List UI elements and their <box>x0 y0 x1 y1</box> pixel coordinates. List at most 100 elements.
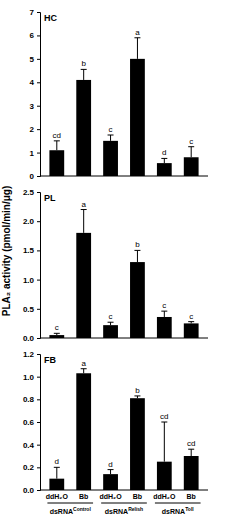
y-tick-label: 1.0 <box>23 373 35 382</box>
panel-title: HC <box>44 13 57 23</box>
error-bar <box>134 396 140 398</box>
bar <box>49 479 64 490</box>
y-tick: 2.5 <box>23 188 40 197</box>
error-cap <box>188 449 194 450</box>
y-tick: 1.0 <box>23 373 40 382</box>
error-cap <box>108 469 114 470</box>
y-tick: 0.8 <box>23 395 40 404</box>
error-stem <box>56 141 57 150</box>
bar <box>184 323 199 338</box>
bar <box>157 462 172 490</box>
significance-letter: b <box>135 240 140 249</box>
y-tick-label: 2 <box>30 125 35 134</box>
significance-letter: c <box>109 125 113 134</box>
x-tick: Bb <box>187 490 196 500</box>
error-bar <box>81 69 87 80</box>
x-tick-label: ddH₂O <box>153 493 176 500</box>
significance-letter: d <box>55 457 59 466</box>
group-label-text: dsRNA <box>50 508 73 515</box>
panel: 0.00.20.40.60.81.01.2FBdadbcdcdddH₂OBbdd… <box>23 350 208 515</box>
panel-title: PL <box>44 193 56 203</box>
error-stem <box>110 135 111 141</box>
x-tick-label: ddH₂O <box>99 493 122 500</box>
x-tick: ddH₂O <box>99 490 122 500</box>
group-label-superscript: Control <box>73 506 91 512</box>
x-tick: Bb <box>79 490 88 500</box>
error-bar <box>188 147 194 158</box>
error-cap <box>134 250 140 251</box>
error-stem <box>137 250 138 262</box>
y-tick-label: 4 <box>30 78 35 87</box>
significance-letter: cd <box>53 131 61 140</box>
y-tick-label: 3 <box>30 102 35 111</box>
bar <box>49 335 64 338</box>
error-bar <box>161 422 167 462</box>
y-tick-mark <box>37 35 40 36</box>
y-tick: 4 <box>30 78 40 87</box>
y-tick-mark <box>37 399 40 400</box>
x-axis-line <box>40 176 208 177</box>
y-tick-mark <box>37 129 40 130</box>
bar <box>157 317 172 338</box>
plot-area <box>49 38 198 176</box>
error-bar <box>161 158 167 163</box>
error-cap <box>81 368 87 369</box>
error-cap <box>54 467 60 468</box>
error-bar <box>54 141 60 150</box>
y-tick-label: 0.4 <box>23 441 35 450</box>
y-tick-mark <box>37 12 40 13</box>
error-bar <box>134 250 140 262</box>
significance-letter: c <box>162 301 166 310</box>
significance-letter: a <box>135 28 140 37</box>
error-stem <box>191 449 192 456</box>
y-axis-line <box>37 13 41 177</box>
panel: 01234567HCcdbcadc <box>30 8 208 181</box>
y-tick-mark <box>37 192 40 193</box>
bar <box>130 398 145 490</box>
y-tick: 0.2 <box>23 463 40 472</box>
error-cap <box>108 322 114 323</box>
y-tick-label: 1.2 <box>23 350 35 359</box>
x-tick: Bb <box>133 490 142 500</box>
bar <box>103 141 118 176</box>
y-tick-label: 0.0 <box>23 334 35 343</box>
y-axis-line <box>37 355 41 491</box>
error-bar <box>188 449 194 456</box>
significance-letter: a <box>81 359 86 368</box>
y-tick: 0.0 <box>23 334 40 343</box>
bar <box>76 80 91 176</box>
panel: 0.00.51.01.52.02.5PLcacbccPLA₂ activity … <box>1 186 208 343</box>
error-cap <box>188 146 194 147</box>
bar <box>76 233 91 338</box>
group-label-text: dsRNA <box>105 508 128 515</box>
y-axis: 0.0 0.2 0.4 0.6 0.8 1.0 1.2 <box>23 350 41 495</box>
error-cap <box>81 69 87 70</box>
y-tick: 0.6 <box>23 418 40 427</box>
y-tick: 0.4 <box>23 441 40 450</box>
error-cap <box>81 209 87 210</box>
error-stem <box>83 69 84 80</box>
y-tick: 0.5 <box>23 305 40 314</box>
y-tick-mark <box>37 221 40 222</box>
significance-letter: cd <box>187 439 195 448</box>
y-axis: 0.00.51.01.52.02.5 <box>23 188 41 343</box>
group-line <box>155 503 201 504</box>
y-tick-label: 0.8 <box>23 395 35 404</box>
y-tick-mark <box>37 176 40 177</box>
y-tick-label: 0.0 <box>23 486 35 495</box>
error-stem <box>164 422 165 462</box>
y-tick-mark <box>37 309 40 310</box>
significance-letter: c <box>189 312 193 321</box>
group-line <box>47 503 93 504</box>
x-axis-line <box>40 338 208 339</box>
group-label: dsRNARelish <box>105 506 143 515</box>
y-tick: 7 <box>30 8 40 17</box>
error-stem <box>83 210 84 233</box>
x-tick-label: Bb <box>133 493 142 500</box>
y-tick-mark <box>37 445 40 446</box>
plot-area <box>49 210 198 338</box>
x-tick-label: Bb <box>187 493 196 500</box>
error-stem <box>164 311 165 317</box>
y-tick-label: 2.5 <box>23 188 35 197</box>
y-tick: 2 <box>30 125 40 134</box>
